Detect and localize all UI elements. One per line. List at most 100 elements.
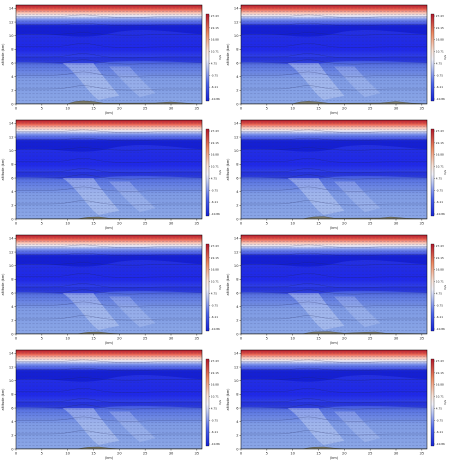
y-tick-label: 0 [236,102,239,106]
colorbar-tick-label: -10.86 [436,97,445,101]
y-tick-label: 2 [11,89,13,93]
x-axis-label: (km) [105,226,114,230]
wind-vectors [243,7,427,104]
colorbar-tick-label: 4.75 [211,176,217,180]
contour-line [241,200,427,206]
contour-line [241,174,427,180]
y-axis-label: altitude (km) [1,158,5,181]
contour-line [16,137,202,141]
x-tick-label: 35 [195,107,200,111]
y-tick-label: 10 [234,34,239,38]
contour-line [241,22,427,26]
axes-frame [15,4,203,105]
y-tick-label: 6 [11,61,14,65]
contour-line [16,53,202,59]
plot-area [16,120,202,219]
contour-line [241,85,427,91]
contour-line [16,186,202,192]
contour-line [241,137,427,141]
contour-line [16,85,202,91]
x-axis-label: (km) [105,111,114,115]
y-tick-label: 6 [236,61,239,65]
wind-vectors [243,122,427,219]
colorbar-tick-label: -10.86 [211,97,220,101]
colorbar-tick-label: -0.75 [436,73,443,77]
x-tick-label: 5 [41,222,43,226]
colorbar-tick-label: -6.11 [211,200,218,204]
colorbar [430,13,435,102]
y-tick-label: 2 [11,204,13,208]
plot-area [241,5,427,104]
x-tick-label: 5 [266,107,268,111]
x-tick-label: 35 [195,222,200,226]
contour-line [16,14,202,18]
lee-wave-plume [62,178,120,215]
y-tick-label: 4 [236,75,239,79]
y-tick-label: 10 [9,149,14,153]
y-axis-label: altitude (km) [226,43,230,66]
x-tick-label: 10 [65,222,70,226]
y-tick-label: 14 [9,7,14,11]
terrain [16,100,202,104]
colorbar-tick-label: 16.88 [436,38,444,42]
colorbar-tick-label: -6.11 [436,85,443,89]
contour-line [241,53,427,59]
wind-field [241,5,427,104]
x-tick-label: 25 [143,107,148,111]
x-tick-label: 15 [316,107,321,111]
colorbar-tick-label: 22.15 [211,141,219,145]
contour-line [241,43,427,48]
wind-vectors [18,7,202,104]
contour-line [241,158,427,163]
colorbar-tick-label: 22.15 [211,26,219,30]
colorbar-tick-label: -6.11 [211,85,218,89]
colorbar-tick-label: 10.71 [211,165,219,169]
y-tick-label: 8 [11,48,14,52]
x-tick-label: 10 [290,107,295,111]
colorbar-tick-label: 10.71 [211,50,219,54]
contour-line [16,59,202,65]
y-tick-label: 0 [11,102,14,106]
contour-line [16,129,202,133]
terrain [241,101,427,104]
contour-line [241,168,427,174]
x-axis-label: (km) [330,111,339,115]
contour-line [16,168,202,174]
colorbar-tick-label: 27.43 [211,14,219,18]
contour-line [241,186,427,192]
lee-wave-plume [287,178,345,215]
x-tick-label: 30 [394,107,399,111]
wind-field [16,5,202,104]
x-tick-label: 30 [169,222,174,226]
colorbar-tick-label: -10.86 [211,212,220,216]
contour-line [16,174,202,180]
plot-area [241,120,427,219]
x-tick-label: 25 [368,107,373,111]
colorbar-tick-label: 22.15 [436,26,444,30]
colorbar-label: m/s [218,169,222,175]
lee-wave-plume [287,63,345,100]
x-tick-label: 20 [117,107,122,111]
contour-line [16,200,202,206]
x-tick-label: 30 [169,107,174,111]
wind-field [16,120,202,219]
y-tick-label: 12 [234,20,239,24]
colorbar [205,128,210,217]
colorbar-tick-label: 4.75 [436,61,442,65]
colorbar-tick-label: 27.43 [211,129,219,133]
colorbar-tick-label: 16.88 [211,153,219,157]
y-tick-label: 10 [9,34,14,38]
chart-panel-b: 0 5 10 15 20 25 30 35 (km) 0 2 4 6 8 10 12 14 altitude (k… [225,0,450,115]
x-tick-label: 15 [91,107,96,111]
chart-panel-d: 0 5 10 15 20 25 30 35 (km) 0 2 4 6 8 10 12 14 altitude (k… [225,115,450,230]
colorbar-label: m/s [218,54,222,60]
colorbar [205,13,210,102]
x-tick-label: 5 [41,107,43,111]
colorbar-tick-label: -0.75 [211,188,218,192]
y-tick-label: 8 [11,163,14,167]
colorbar-tick-label: 4.75 [211,61,217,65]
